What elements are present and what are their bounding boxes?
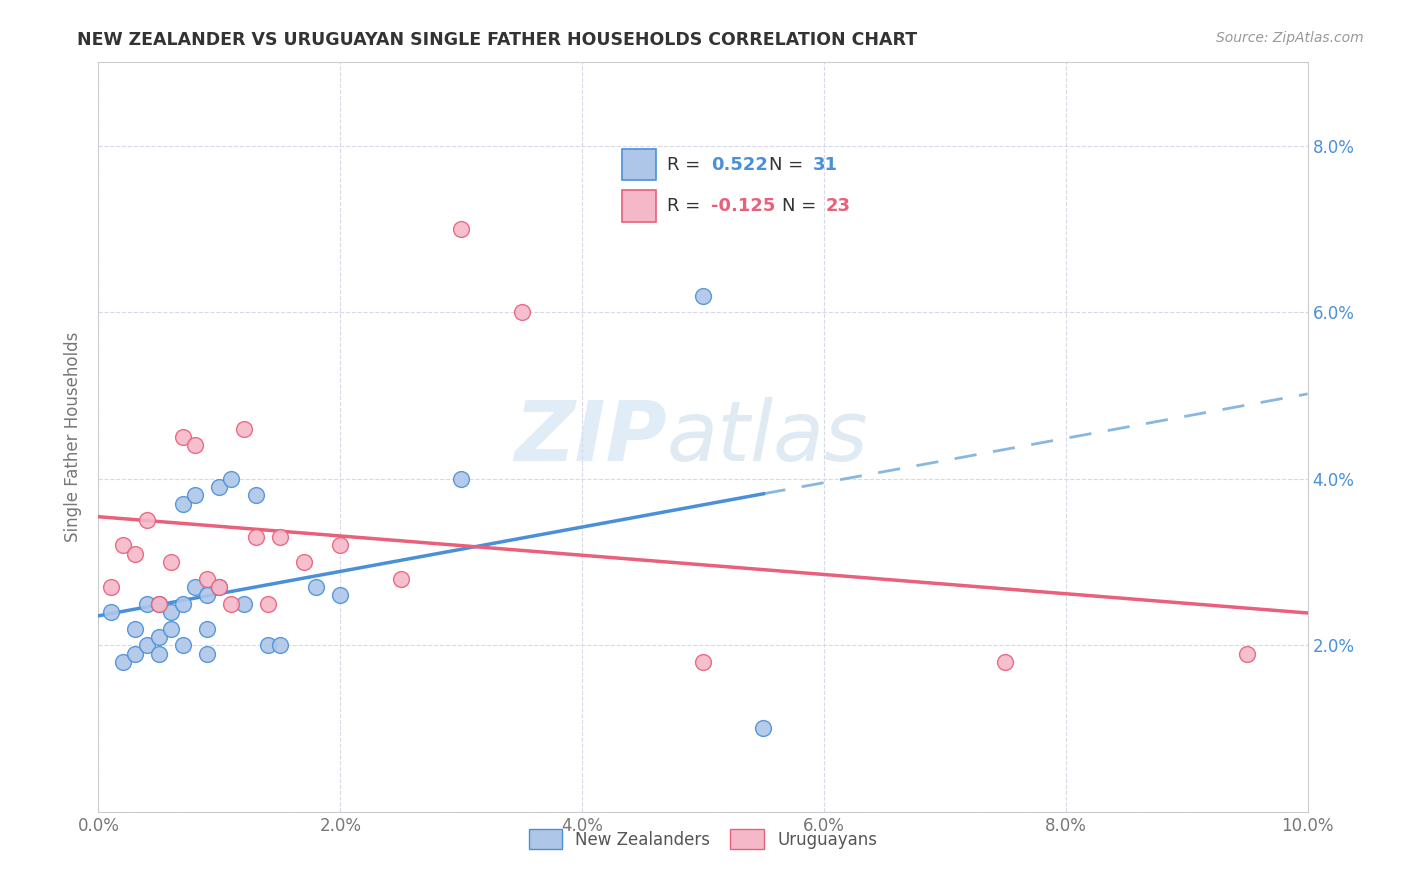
Point xyxy=(292,555,315,569)
Text: Source: ZipAtlas.com: Source: ZipAtlas.com xyxy=(1216,31,1364,45)
Text: R =: R = xyxy=(666,155,706,174)
Point xyxy=(221,472,243,486)
Point xyxy=(256,597,278,611)
Point xyxy=(221,597,243,611)
Point xyxy=(160,622,183,636)
Point xyxy=(305,580,328,594)
Point xyxy=(232,422,254,436)
Point xyxy=(389,572,412,586)
Text: R =: R = xyxy=(666,196,706,215)
FancyBboxPatch shape xyxy=(621,191,657,222)
Point xyxy=(124,647,146,661)
Point xyxy=(172,497,194,511)
Text: atlas: atlas xyxy=(666,397,869,477)
FancyBboxPatch shape xyxy=(621,149,657,180)
Text: 23: 23 xyxy=(827,196,851,215)
Point xyxy=(1236,647,1258,661)
Point xyxy=(184,438,207,452)
Point xyxy=(450,472,472,486)
Point xyxy=(160,555,183,569)
Point xyxy=(329,588,352,602)
Point xyxy=(148,597,170,611)
Text: 31: 31 xyxy=(813,155,838,174)
Point xyxy=(269,530,291,544)
Point xyxy=(124,547,146,561)
Point xyxy=(135,638,157,652)
Point xyxy=(135,597,157,611)
Point xyxy=(195,572,218,586)
Point xyxy=(111,655,134,669)
Text: N =: N = xyxy=(769,155,808,174)
Point xyxy=(245,488,267,502)
Point xyxy=(100,580,122,594)
Point xyxy=(135,513,157,527)
Point xyxy=(245,530,267,544)
Point xyxy=(195,588,218,602)
Point xyxy=(184,488,207,502)
Point xyxy=(450,222,472,236)
Point xyxy=(692,288,714,302)
Text: -0.125: -0.125 xyxy=(711,196,775,215)
Text: NEW ZEALANDER VS URUGUAYAN SINGLE FATHER HOUSEHOLDS CORRELATION CHART: NEW ZEALANDER VS URUGUAYAN SINGLE FATHER… xyxy=(77,31,918,49)
Point xyxy=(148,630,170,644)
Point xyxy=(148,597,170,611)
Point xyxy=(510,305,533,319)
Legend: New Zealanders, Uruguayans: New Zealanders, Uruguayans xyxy=(522,822,884,855)
Point xyxy=(160,605,183,619)
Point xyxy=(208,580,231,594)
Point xyxy=(208,580,231,594)
Text: 0.522: 0.522 xyxy=(711,155,768,174)
Point xyxy=(111,538,134,552)
Point xyxy=(329,538,352,552)
Point xyxy=(172,638,194,652)
Y-axis label: Single Father Households: Single Father Households xyxy=(65,332,83,542)
Point xyxy=(232,597,254,611)
Point xyxy=(195,622,218,636)
Text: N =: N = xyxy=(782,196,821,215)
Point xyxy=(752,722,775,736)
Point xyxy=(994,655,1017,669)
Point xyxy=(124,622,146,636)
Point xyxy=(148,647,170,661)
Point xyxy=(256,638,278,652)
Point xyxy=(195,647,218,661)
Point xyxy=(208,480,231,494)
Point xyxy=(692,655,714,669)
Point xyxy=(172,597,194,611)
Point xyxy=(184,580,207,594)
Point xyxy=(100,605,122,619)
Text: ZIP: ZIP xyxy=(515,397,666,477)
Point xyxy=(172,430,194,444)
Point xyxy=(269,638,291,652)
